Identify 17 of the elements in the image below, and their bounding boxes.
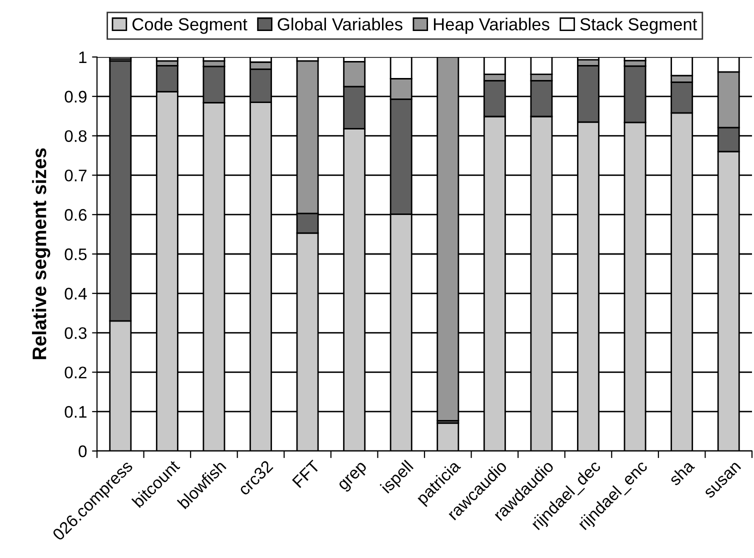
y-tick-label: 0 [78, 445, 87, 458]
legend-label: Global Variables [278, 18, 402, 30]
y-tick-label: 0.6 [64, 209, 87, 221]
legend-label: Stack Segment [580, 18, 698, 34]
y-tick-label: 0.3 [64, 327, 87, 340]
y-axis-title: Relative segment sizes [32, 148, 50, 360]
y-tick-label: 0.7 [64, 170, 86, 182]
y-tick-label: 0.2 [64, 366, 86, 378]
legend-label: Heap Variables [434, 18, 550, 34]
y-tick-label: 0.4 [64, 288, 87, 300]
x-tick-label: sha [668, 458, 696, 486]
y-tick-label: 1 [79, 52, 86, 64]
y-tick-label: 0.8 [64, 130, 87, 142]
y-tick-label: 0.1 [64, 406, 86, 418]
legend-label: Code Segment [132, 18, 248, 34]
y-tick-label: 0.9 [64, 90, 86, 103]
y-tick-label: 0.5 [64, 248, 87, 260]
